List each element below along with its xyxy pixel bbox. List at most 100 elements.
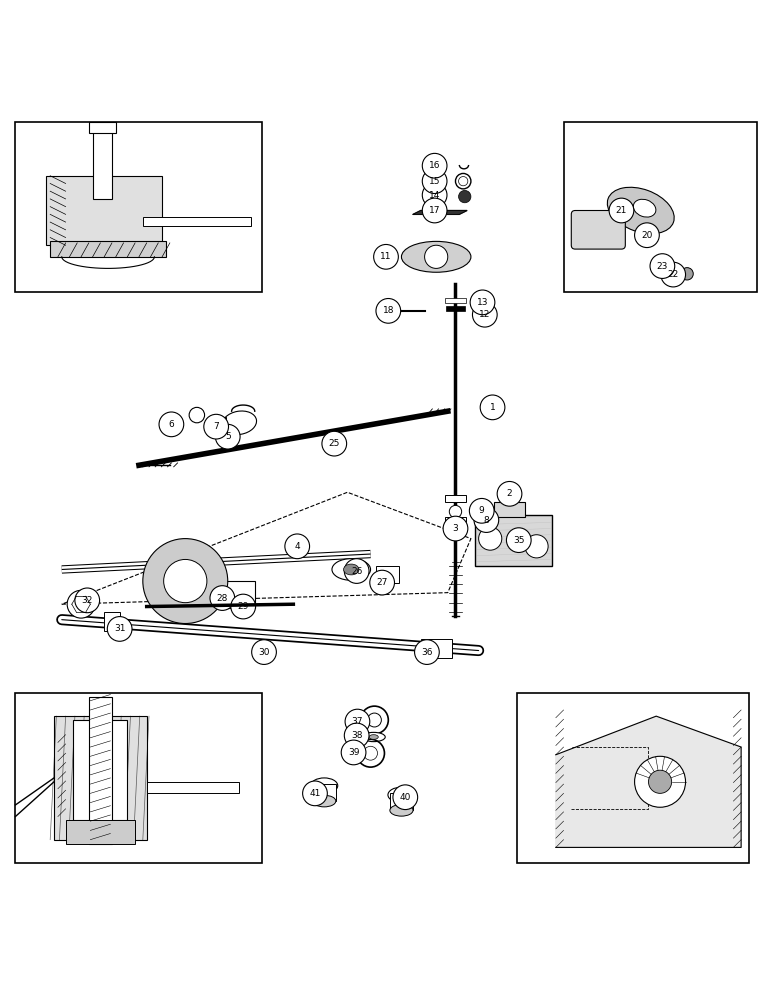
Circle shape xyxy=(425,245,448,268)
Circle shape xyxy=(480,395,505,420)
FancyBboxPatch shape xyxy=(104,612,120,631)
Circle shape xyxy=(67,590,95,618)
Circle shape xyxy=(661,262,686,287)
Bar xyxy=(313,784,336,801)
Bar xyxy=(89,122,116,133)
Text: 16: 16 xyxy=(429,161,440,170)
Circle shape xyxy=(459,190,471,203)
Circle shape xyxy=(164,559,207,603)
Text: 20: 20 xyxy=(642,231,652,240)
Circle shape xyxy=(285,534,310,559)
Circle shape xyxy=(75,588,100,613)
Text: 9: 9 xyxy=(479,506,485,515)
Bar xyxy=(517,693,749,863)
Bar xyxy=(54,716,147,840)
Bar xyxy=(390,793,413,810)
Bar xyxy=(445,517,466,522)
Bar xyxy=(147,782,239,793)
Polygon shape xyxy=(413,211,467,214)
Circle shape xyxy=(497,481,522,506)
Ellipse shape xyxy=(608,187,674,234)
Bar xyxy=(446,306,465,311)
Text: 14: 14 xyxy=(429,191,440,200)
FancyBboxPatch shape xyxy=(46,176,162,245)
Ellipse shape xyxy=(390,805,413,816)
Text: 13: 13 xyxy=(477,298,488,307)
Text: 36: 36 xyxy=(422,648,432,657)
Circle shape xyxy=(370,570,394,595)
Ellipse shape xyxy=(401,241,471,272)
Ellipse shape xyxy=(369,735,378,739)
Circle shape xyxy=(474,508,499,532)
Circle shape xyxy=(303,781,327,806)
Circle shape xyxy=(345,709,370,734)
Circle shape xyxy=(231,594,256,619)
Text: 40: 40 xyxy=(400,793,411,802)
Circle shape xyxy=(322,431,347,456)
Circle shape xyxy=(341,740,366,765)
Text: 41: 41 xyxy=(310,789,320,798)
Circle shape xyxy=(204,414,229,439)
Circle shape xyxy=(143,539,228,624)
Text: 35: 35 xyxy=(513,536,524,545)
FancyBboxPatch shape xyxy=(571,211,625,249)
Text: 26: 26 xyxy=(351,567,362,576)
Circle shape xyxy=(470,290,495,315)
Text: 21: 21 xyxy=(616,206,627,215)
Ellipse shape xyxy=(313,795,336,807)
Bar xyxy=(143,217,251,226)
Bar xyxy=(445,298,466,303)
Circle shape xyxy=(422,169,447,194)
Text: 3: 3 xyxy=(452,524,459,533)
FancyBboxPatch shape xyxy=(205,581,255,608)
Circle shape xyxy=(344,559,369,583)
Bar xyxy=(564,122,757,292)
FancyBboxPatch shape xyxy=(475,515,552,566)
Circle shape xyxy=(393,785,418,810)
Circle shape xyxy=(469,498,494,523)
Circle shape xyxy=(374,244,398,269)
Text: 23: 23 xyxy=(657,262,668,271)
Bar xyxy=(15,693,262,863)
Ellipse shape xyxy=(388,787,415,803)
Bar xyxy=(89,697,112,844)
Text: 28: 28 xyxy=(217,594,228,603)
Circle shape xyxy=(472,302,497,327)
Circle shape xyxy=(449,505,462,518)
Text: 22: 22 xyxy=(668,270,679,279)
Ellipse shape xyxy=(633,199,656,217)
Text: 6: 6 xyxy=(168,420,174,429)
Circle shape xyxy=(189,407,205,423)
Text: 8: 8 xyxy=(483,516,489,525)
Bar xyxy=(93,129,112,199)
Circle shape xyxy=(415,640,439,664)
Circle shape xyxy=(367,713,381,727)
Circle shape xyxy=(681,268,693,280)
Circle shape xyxy=(252,640,276,664)
Circle shape xyxy=(215,424,240,449)
Text: 38: 38 xyxy=(351,731,362,740)
Circle shape xyxy=(650,254,675,278)
Bar xyxy=(376,566,399,583)
Circle shape xyxy=(648,770,672,793)
Circle shape xyxy=(479,527,502,550)
Ellipse shape xyxy=(222,411,256,435)
Text: 32: 32 xyxy=(82,596,93,605)
Text: 7: 7 xyxy=(213,422,219,431)
Circle shape xyxy=(422,198,447,223)
Text: 5: 5 xyxy=(225,432,231,441)
Text: 25: 25 xyxy=(329,439,340,448)
Circle shape xyxy=(506,528,531,552)
Circle shape xyxy=(210,586,235,610)
Text: 12: 12 xyxy=(479,310,490,319)
Circle shape xyxy=(609,198,634,223)
Bar xyxy=(445,495,466,502)
Circle shape xyxy=(525,535,548,558)
Bar xyxy=(212,417,226,426)
Circle shape xyxy=(635,223,659,248)
Text: 29: 29 xyxy=(238,602,249,611)
Text: 30: 30 xyxy=(259,648,269,657)
FancyBboxPatch shape xyxy=(421,639,452,658)
Bar xyxy=(15,122,262,292)
Bar xyxy=(73,720,127,820)
